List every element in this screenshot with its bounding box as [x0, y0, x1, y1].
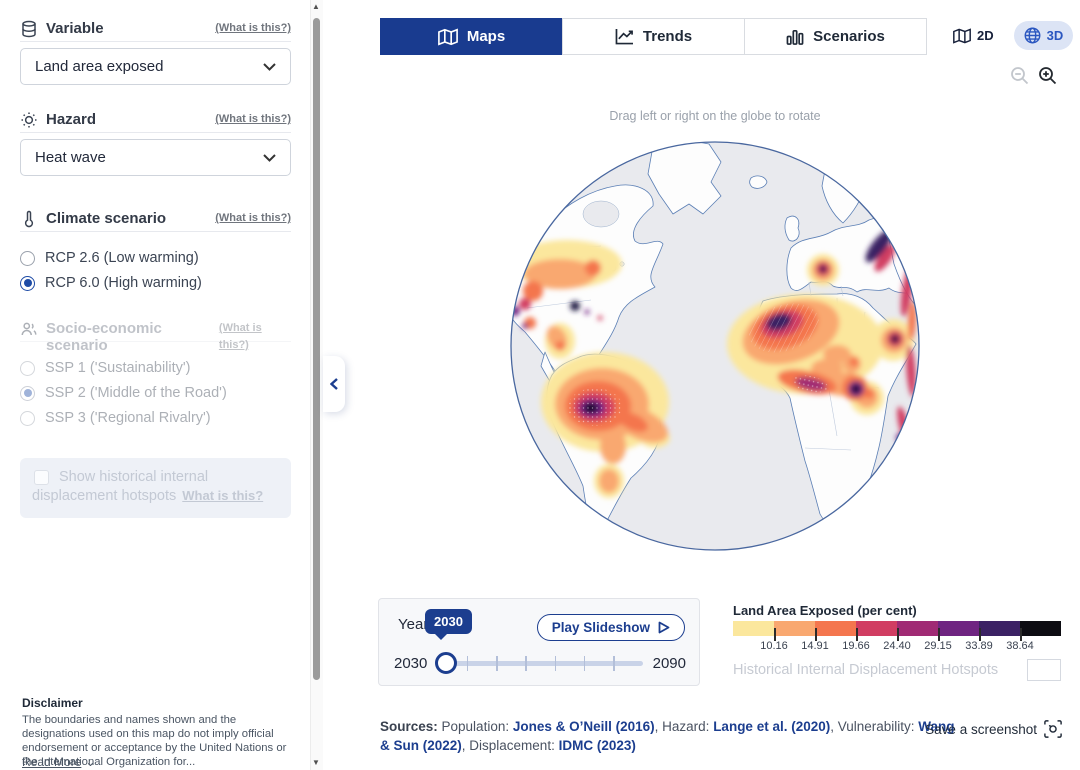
socio-scenario-label: Socio-economic scenario [46, 320, 162, 354]
hazard-whats-this-link[interactable]: (What is this?) [215, 113, 291, 125]
disclaimer-body: The boundaries and names shown and the d… [22, 714, 287, 768]
filters-sidebar: Variable (What is this?) Land area expos… [0, 0, 310, 770]
bar-chart-icon [786, 29, 804, 45]
people-icon [20, 320, 38, 338]
radio-ssp-2: SSP 2 ('Middle of the Road') [20, 383, 227, 403]
hotspots-legend-row: Historical Internal Displacement Hotspot… [733, 659, 1061, 681]
map-icon [953, 27, 971, 44]
heat-texture [568, 303, 828, 426]
slider-thumb[interactable] [435, 651, 458, 674]
zoom-out-icon[interactable] [1010, 66, 1030, 86]
globe-icon [1024, 27, 1041, 44]
database-icon [20, 20, 38, 38]
climate-scenario-label: Climate scenario [46, 210, 167, 227]
chevron-down-icon: ⌄ [85, 755, 96, 769]
variable-label: Variable [46, 20, 104, 37]
radio-ssp-3: SSP 3 ('Regional Rivalry') [20, 408, 211, 428]
sidebar-collapse-button[interactable] [323, 356, 345, 412]
legend-title: Land Area Exposed (per cent) [733, 603, 917, 618]
hazard-section-header: Hazard (What is this?) [20, 111, 291, 133]
zoom-in-icon[interactable] [1038, 66, 1058, 86]
scroll-up-arrow-icon[interactable]: ▲ [312, 2, 320, 11]
toggle-3d-button[interactable]: 3D [1013, 21, 1074, 50]
socio-whats-this-link: (What is this?) [218, 322, 262, 351]
tab-maps[interactable]: Maps [380, 18, 563, 55]
hazard-dropdown[interactable]: Heat wave [20, 139, 291, 176]
year-timeline-panel: Year 2030 Play Slideshow 2030 2090 [378, 598, 700, 686]
legend-colorbar [733, 621, 1061, 641]
sidebar-scrollbar-thumb[interactable] [312, 18, 320, 680]
play-icon [658, 621, 670, 634]
globe-visualization[interactable] [505, 136, 925, 556]
line-chart-icon [615, 28, 633, 45]
climate-whats-this-link[interactable]: (What is this?) [215, 212, 291, 224]
radio-rcp-60[interactable]: RCP 6.0 (High warming) [20, 273, 202, 293]
scroll-down-arrow-icon[interactable]: ▼ [312, 758, 320, 767]
thermometer-icon [20, 210, 38, 228]
play-slideshow-button[interactable]: Play Slideshow [536, 614, 685, 641]
sources-text: Sources: Population: Jones & O’Neill (20… [380, 719, 955, 753]
source-link-displacement[interactable]: IDMC (2023) [558, 738, 636, 753]
hotspots-legend-swatch [1027, 659, 1061, 681]
radio-rcp-26[interactable]: RCP 2.6 (Low warming) [20, 248, 199, 268]
save-screenshot-button[interactable]: Save a screenshot [925, 720, 1062, 738]
variable-dropdown-value: Land area exposed [35, 58, 164, 75]
tab-trends[interactable]: Trends [562, 18, 745, 55]
socio-scenario-header: Socio-economic scenario (What is this?) [20, 320, 291, 354]
radio-selected-icon [20, 275, 35, 291]
source-link-population[interactable]: Jones & O’Neill (2016) [512, 719, 655, 734]
map-icon [437, 28, 458, 45]
globe-drag-hint: Drag left or right on the globe to rotat… [609, 109, 821, 123]
hotspots-checkbox-label: Show historical internal displacement ho… [32, 469, 209, 504]
hotspots-legend-label: Historical Internal Displacement Hotspot… [733, 662, 999, 678]
slider-track[interactable] [435, 651, 643, 674]
radio-unselected-icon [20, 250, 35, 266]
disclaimer: Disclaimer The boundaries and names show… [22, 696, 294, 769]
year-tooltip: 2030 [425, 609, 472, 640]
slider-max-label: 2090 [652, 654, 686, 672]
radio-unselected-icon [20, 360, 35, 376]
tab-scenarios[interactable]: Scenarios [744, 18, 927, 55]
hotspots-whats-this-link: What is this? [182, 488, 264, 503]
source-link-hazard[interactable]: Lange et al. (2020) [713, 719, 831, 734]
hazard-dropdown-value: Heat wave [35, 149, 106, 166]
chevron-down-icon [263, 153, 276, 162]
radio-unselected-icon [20, 410, 35, 426]
screenshot-camera-icon [1044, 720, 1062, 738]
legend-tick-labels: 10.16 14.91 19.66 24.40 29.15 33.89 38.6… [760, 640, 1034, 652]
radio-ssp-1: SSP 1 ('Sustainability') [20, 358, 191, 378]
climate-scenario-header: Climate scenario (What is this?) [20, 210, 291, 232]
sun-icon [20, 111, 38, 129]
variable-section-header: Variable (What is this?) [20, 20, 291, 42]
radio-selected-icon [20, 385, 35, 401]
map-legend: Land Area Exposed (per cent) 10.16 14.91… [733, 603, 1061, 654]
view-tabs: Maps Trends Scenarios [380, 18, 927, 55]
hazard-label: Hazard [46, 111, 97, 128]
source-link-vulnerability[interactable]: Wang & Sun (2022) [380, 719, 955, 753]
checkbox-unchecked-icon [34, 470, 49, 485]
dimension-toggle: 2D 3D [943, 21, 1074, 50]
chevron-left-icon [330, 378, 338, 390]
disclaimer-title: Disclaimer [22, 696, 83, 710]
hotspots-checkbox-card: Show historical internal displacement ho… [20, 458, 291, 518]
variable-dropdown[interactable]: Land area exposed [20, 48, 291, 85]
year-label: Year [398, 616, 429, 633]
toggle-2d-button[interactable]: 2D [943, 22, 1004, 50]
slider-min-label: 2030 [394, 654, 428, 672]
read-more-link[interactable]: Read More ⌄ [22, 755, 96, 769]
variable-whats-this-link[interactable]: (What is this?) [215, 22, 291, 34]
chevron-down-icon [263, 62, 276, 71]
year-slider: 2030 2090 [394, 651, 686, 675]
map-zoom-controls [1010, 66, 1058, 86]
